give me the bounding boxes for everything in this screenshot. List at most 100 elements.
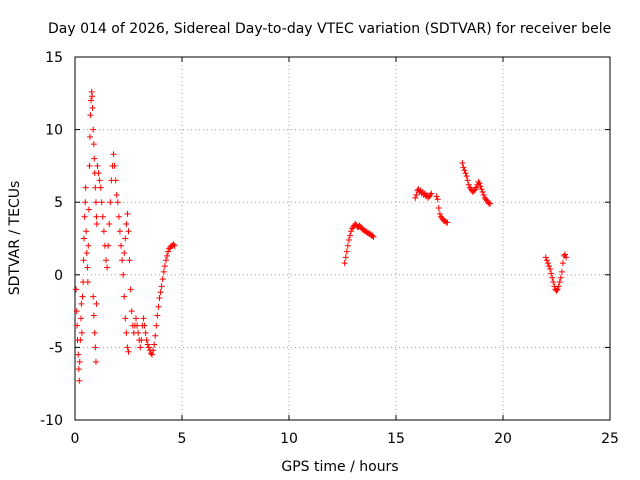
data-point [459,159,466,166]
data-point [96,177,103,184]
data-point [125,228,132,235]
data-point [120,271,127,278]
data-point [553,287,560,294]
data-point [115,213,122,220]
data-point [124,344,131,351]
plot-frame [74,56,611,421]
data-point [156,295,163,302]
data-point [104,264,111,271]
data-point [154,312,161,319]
data-point [344,242,351,249]
data-point [157,289,164,296]
x-tick-label: 20 [494,431,512,447]
data-point [90,141,97,148]
data-point [123,329,130,336]
data-point [135,329,142,336]
x-tick-label: 15 [387,431,405,447]
data-point [113,191,120,198]
data-point [142,329,149,336]
data-point [171,242,178,249]
data-point [86,162,93,169]
y-tick-label: -5 [49,340,63,356]
data-point [436,210,443,217]
data-point [140,315,147,322]
data-point [94,162,101,169]
data-point [137,344,144,351]
data-point [559,260,566,267]
data-point [546,263,553,270]
data-point [413,191,420,198]
data-point [76,377,83,384]
data-point [93,213,100,220]
data-point [78,300,85,307]
data-point [98,199,105,206]
data-point [556,279,563,286]
y-tick-label: 10 [45,123,63,139]
data-point [550,279,557,286]
data-point [122,315,129,322]
data-point [105,242,112,249]
data-point [434,196,441,203]
data-point [543,257,550,264]
data-point [463,173,470,180]
x-tick-label: 0 [71,431,80,447]
data-point [75,351,82,358]
data-point [165,248,172,255]
data-point [89,93,96,100]
data-point [75,366,82,373]
data-point [119,257,126,264]
data-point [124,210,131,217]
data-point [144,341,151,348]
data-point [370,234,377,241]
data-point [346,232,353,239]
data-point [84,279,91,286]
data-point [132,315,139,322]
data-point [462,170,469,177]
data-point [348,228,355,235]
data-point [478,186,485,193]
data-point [487,200,494,207]
data-point [74,322,81,329]
data-point [542,254,549,261]
data-point [112,177,119,184]
data-point [155,303,162,310]
data-point [369,232,376,239]
data-point [93,220,100,227]
data-point [91,155,98,162]
data-point [80,257,87,264]
y-tick-label: 0 [54,268,63,284]
data-point [107,199,114,206]
data-point [345,236,352,243]
data-point [73,286,80,293]
y-tick-label: 15 [45,50,63,66]
data-point [549,274,556,281]
data-point [477,183,484,190]
data-point [479,189,486,196]
data-point [152,332,159,339]
data-point [427,191,434,198]
data-point [97,184,104,191]
data-point [461,167,468,174]
data-point [89,104,96,111]
data-point [464,177,471,184]
data-point [164,252,171,259]
data-point [99,213,106,220]
data-point [150,347,157,354]
data-point [91,329,98,336]
data-point [435,205,442,212]
data-point [79,293,86,300]
data-point [76,358,83,365]
data-point [121,293,128,300]
data-point [472,186,479,193]
data-point [149,351,156,358]
data-point [77,315,84,322]
data-point [141,322,148,329]
x-tick-label: 10 [280,431,298,447]
data-point [161,263,168,270]
data-point [563,254,570,261]
data-point [125,348,132,355]
data-point [480,191,487,198]
data-point [128,308,135,315]
data-point [548,270,555,277]
